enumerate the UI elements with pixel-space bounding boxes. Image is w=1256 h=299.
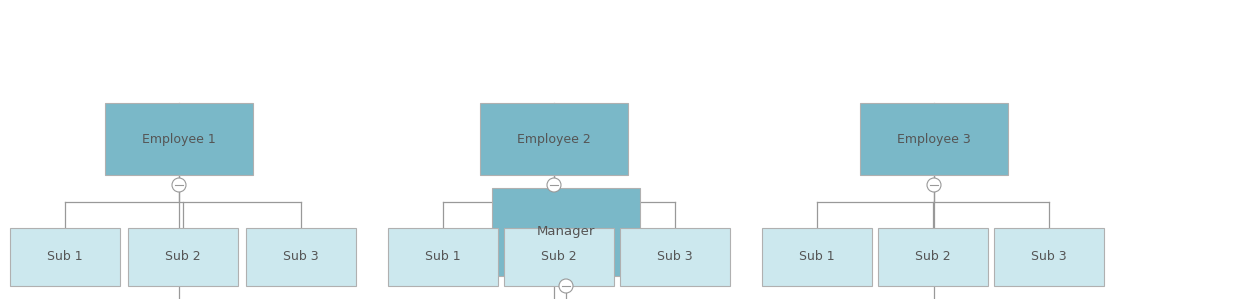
- Text: Sub 3: Sub 3: [1031, 251, 1066, 263]
- FancyBboxPatch shape: [504, 228, 614, 286]
- Text: Sub 3: Sub 3: [657, 251, 693, 263]
- FancyBboxPatch shape: [106, 103, 252, 175]
- FancyBboxPatch shape: [10, 228, 121, 286]
- Text: Employee 2: Employee 2: [517, 132, 590, 146]
- Text: Manager: Manager: [536, 225, 595, 239]
- FancyBboxPatch shape: [620, 228, 730, 286]
- FancyBboxPatch shape: [246, 228, 355, 286]
- Text: Employee 1: Employee 1: [142, 132, 216, 146]
- Circle shape: [559, 279, 573, 293]
- Text: Sub 2: Sub 2: [166, 251, 201, 263]
- FancyBboxPatch shape: [128, 228, 237, 286]
- Text: Sub 2: Sub 2: [916, 251, 951, 263]
- FancyBboxPatch shape: [492, 188, 641, 276]
- FancyBboxPatch shape: [993, 228, 1104, 286]
- FancyBboxPatch shape: [762, 228, 872, 286]
- Text: Employee 3: Employee 3: [897, 132, 971, 146]
- Circle shape: [172, 178, 186, 192]
- FancyBboxPatch shape: [480, 103, 628, 175]
- Text: Sub 1: Sub 1: [799, 251, 835, 263]
- FancyBboxPatch shape: [388, 228, 497, 286]
- FancyBboxPatch shape: [878, 228, 988, 286]
- Text: Sub 3: Sub 3: [283, 251, 319, 263]
- FancyBboxPatch shape: [860, 103, 1009, 175]
- Text: Sub 1: Sub 1: [48, 251, 83, 263]
- Circle shape: [927, 178, 941, 192]
- Circle shape: [548, 178, 561, 192]
- Text: Sub 2: Sub 2: [541, 251, 577, 263]
- Text: Sub 1: Sub 1: [426, 251, 461, 263]
